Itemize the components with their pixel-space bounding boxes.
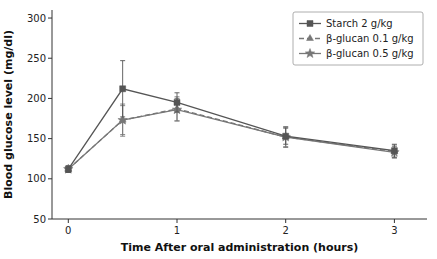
legend-item: β-glucan 0.1 g/kg <box>299 33 414 44</box>
marker <box>282 133 289 139</box>
legend: Starch 2 g/kg β-glucan 0.1 g/kg β-glucan 0… <box>293 12 423 65</box>
legend-box <box>293 12 423 65</box>
marker <box>65 166 71 172</box>
legend-label: Starch 2 g/kg <box>326 18 393 29</box>
error-bar <box>283 128 288 144</box>
error-bar <box>175 93 180 112</box>
marker <box>120 86 126 92</box>
marker <box>174 99 180 105</box>
marker <box>391 147 398 153</box>
y-tick <box>48 18 52 19</box>
x-axis <box>52 219 427 220</box>
error-bar <box>392 144 397 157</box>
y-tick-label: 300 <box>27 13 46 24</box>
chart: 0 1 2 3 50 100 150 200 250 300 Time After oral adm… <box>0 0 437 259</box>
plot-area <box>64 61 400 174</box>
x-tick <box>285 219 286 223</box>
error-bar <box>283 127 288 146</box>
x-tick-label: 3 <box>391 225 397 236</box>
y-tick-label: 200 <box>27 93 46 104</box>
legend-item: β-glucan 0.5 g/kg <box>299 48 414 59</box>
y-tick <box>48 219 52 220</box>
y-tick <box>48 98 52 99</box>
marker <box>283 133 289 139</box>
error-bar <box>283 127 288 148</box>
x-tick <box>68 219 69 223</box>
series <box>65 61 397 173</box>
y-tick <box>48 138 52 139</box>
error-bar <box>392 145 397 158</box>
y-tick-label: 150 <box>27 133 46 144</box>
x-axis-label: Time After oral administration (hours) <box>121 241 359 254</box>
x-tick-label: 1 <box>174 225 180 236</box>
series <box>65 97 398 173</box>
legend-marker <box>307 21 313 27</box>
y-tick-label: 50 <box>33 214 46 225</box>
y-axis <box>52 10 53 219</box>
x-tick-label: 2 <box>283 225 289 236</box>
error-bar <box>66 166 71 172</box>
series-line <box>68 89 394 169</box>
x-tick <box>177 219 178 223</box>
legend-item: Starch 2 g/kg <box>299 18 393 29</box>
error-bar <box>66 166 71 172</box>
y-tick <box>48 178 52 179</box>
legend-label: β-glucan 0.5 g/kg <box>326 48 414 59</box>
series-line <box>68 109 394 169</box>
y-tick <box>48 58 52 59</box>
y-tick-label: 100 <box>27 173 46 184</box>
y-axis-label: Blood glucose level (mg/dl) <box>2 30 15 199</box>
marker <box>391 148 397 154</box>
error-bar <box>66 166 71 172</box>
legend-marker <box>307 35 314 41</box>
legend-marker <box>305 49 315 58</box>
y-tick-label: 250 <box>27 53 46 64</box>
series <box>64 98 400 173</box>
marker <box>65 165 72 171</box>
x-tick <box>394 219 395 223</box>
x-tick-label: 0 <box>65 225 71 236</box>
error-bar <box>120 61 125 117</box>
series-line <box>68 110 394 169</box>
legend-label: β-glucan 0.1 g/kg <box>326 33 414 44</box>
